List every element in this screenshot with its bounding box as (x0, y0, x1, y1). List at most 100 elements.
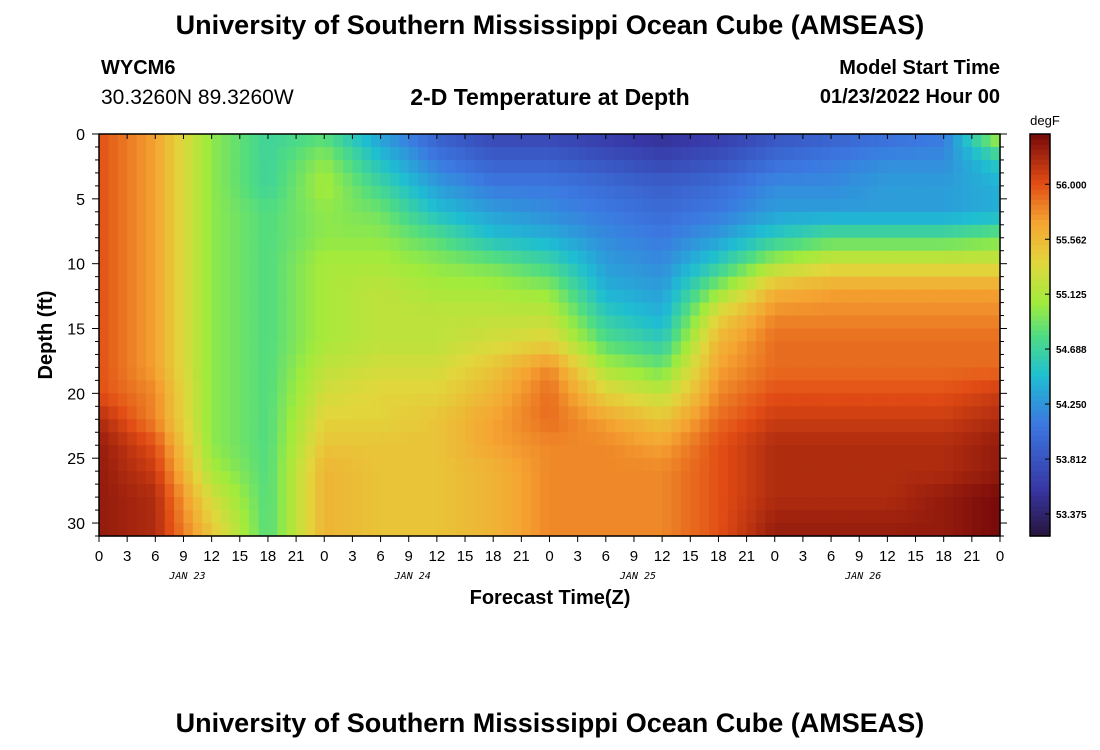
heatmap-cell (380, 458, 391, 472)
colorbar-tick-label: 56.000 (1056, 180, 1087, 191)
heatmap-cell (136, 419, 147, 433)
heatmap-cell (136, 523, 147, 537)
x-tick-label: 9 (405, 548, 413, 565)
heatmap-cell (737, 276, 748, 291)
heatmap-cell (361, 380, 372, 394)
x-tick-label: 6 (827, 548, 835, 565)
heatmap-cell (680, 432, 691, 446)
heatmap-cell (699, 380, 710, 394)
heatmap-cell (718, 419, 729, 433)
heatmap-cell (230, 510, 241, 524)
heatmap-cell (427, 354, 438, 369)
heatmap-cell (680, 289, 691, 304)
heatmap-cell (709, 458, 720, 472)
colorbar-swatch (1030, 525, 1050, 532)
heatmap-cell (427, 471, 438, 485)
heatmap-cell (502, 302, 513, 317)
heatmap-cell (633, 172, 644, 187)
heatmap-cell (117, 523, 128, 537)
heatmap-cell (389, 172, 400, 187)
heatmap-cell (868, 471, 879, 485)
heatmap-cell (699, 211, 710, 226)
heatmap-cell (267, 224, 278, 239)
heatmap-cell (211, 419, 222, 433)
heatmap-cell (596, 445, 607, 459)
heatmap-cell (812, 510, 823, 524)
heatmap-cell (596, 380, 607, 394)
heatmap-cell (436, 393, 447, 407)
colorbar-swatch (1030, 219, 1050, 226)
heatmap-cell (671, 198, 682, 213)
heatmap-cell (662, 445, 673, 459)
heatmap-cell (136, 315, 147, 330)
heatmap-cell (324, 134, 335, 148)
heatmap-cell (249, 406, 260, 420)
heatmap-cell (953, 276, 964, 291)
heatmap-cell (99, 445, 109, 459)
heatmap-cell (305, 198, 316, 213)
heatmap-cell (399, 393, 410, 407)
heatmap-cell (774, 341, 785, 356)
heatmap-cell (418, 185, 429, 200)
heatmap-cell (108, 328, 119, 343)
heatmap-cell (267, 211, 278, 226)
heatmap-cell (887, 341, 898, 356)
heatmap-cell (183, 432, 194, 446)
heatmap-cell (314, 484, 325, 498)
heatmap-cell (831, 523, 842, 537)
heatmap-cell (446, 250, 457, 265)
heatmap-cell (774, 393, 785, 407)
heatmap-cell (877, 471, 888, 485)
heatmap-cell (849, 224, 860, 239)
heatmap-cell (812, 471, 823, 485)
y-axis-label: Depth (ft) (35, 291, 57, 380)
colorbar-tick-label: 54.250 (1056, 400, 1087, 411)
heatmap-cell (427, 315, 438, 330)
heatmap-cell (962, 328, 973, 343)
heatmap-cell (587, 419, 598, 433)
heatmap-cell (192, 445, 203, 459)
heatmap-cell (596, 250, 607, 265)
heatmap-cell (652, 432, 663, 446)
heatmap-cell (699, 146, 710, 161)
heatmap-cell (530, 419, 541, 433)
heatmap-cell (709, 211, 720, 226)
heatmap-cell (221, 432, 231, 446)
heatmap-cell (474, 419, 485, 433)
heatmap-cell (615, 302, 626, 317)
heatmap-cell (802, 393, 813, 407)
heatmap-cell (943, 146, 954, 161)
heatmap-cell (211, 458, 222, 472)
heatmap-cell (615, 380, 626, 394)
heatmap-cell (249, 445, 260, 459)
heatmap-cell (849, 263, 860, 278)
heatmap-cell (558, 471, 569, 485)
heatmap-cell (239, 328, 250, 343)
heatmap-cell (643, 380, 654, 394)
heatmap-cell (812, 406, 823, 420)
heatmap-cell (183, 237, 194, 252)
heatmap-cell (971, 237, 982, 252)
heatmap-cell (389, 328, 400, 343)
heatmap-cell (145, 289, 156, 304)
x-tick-label: 18 (485, 548, 502, 565)
heatmap-cell (164, 172, 175, 187)
colorbar-swatch (1030, 490, 1050, 497)
heatmap-cell (737, 341, 748, 356)
heatmap-cell (906, 250, 917, 265)
heatmap-cell (821, 328, 832, 343)
heatmap-cell (296, 393, 307, 407)
heatmap-cell (108, 497, 119, 511)
heatmap-cell (249, 185, 260, 200)
heatmap-cell (145, 497, 156, 511)
heatmap-cell (230, 159, 241, 174)
station-id: WYCM6 (101, 57, 176, 79)
heatmap-cell (399, 445, 410, 459)
heatmap-cell (896, 250, 907, 265)
heatmap-cell (934, 341, 945, 356)
heatmap-cell (530, 523, 541, 537)
heatmap-cell (624, 484, 635, 498)
heatmap-cell (502, 445, 513, 459)
heatmap-cell (127, 302, 138, 317)
heatmap-cell (108, 406, 119, 420)
